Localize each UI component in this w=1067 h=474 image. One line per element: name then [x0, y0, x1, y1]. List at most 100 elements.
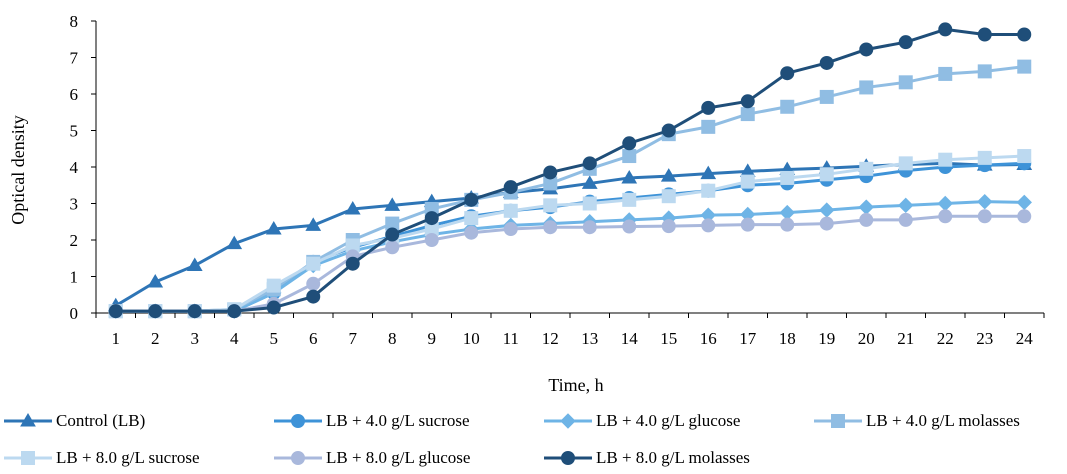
data-point	[977, 27, 992, 42]
data-point	[464, 192, 479, 207]
data-point	[148, 304, 163, 319]
y-tick-label: 2	[70, 231, 79, 250]
x-tick-labels: 1 2 3 4 5 6 7 8 9 10 11 12 13 14 15 16 17 18 19 20 21 22 23 24	[95, 313, 1045, 348]
x-tick-label: 21	[897, 329, 914, 348]
data-point	[780, 99, 795, 114]
data-point	[779, 204, 795, 221]
data-point	[1017, 27, 1032, 42]
y-axis-title: Optical density	[8, 115, 28, 224]
x-tick-label: 4	[230, 329, 239, 348]
legend-swatch-marker	[291, 414, 305, 428]
x-tick-label: 6	[309, 329, 318, 348]
data-point	[306, 276, 321, 291]
data-point	[819, 216, 834, 231]
data-point	[938, 66, 953, 81]
legend-swatch-marker	[21, 451, 35, 465]
x-tick-label: 8	[388, 329, 397, 348]
data-point	[977, 150, 992, 165]
data-point	[977, 193, 993, 210]
data-point	[859, 42, 874, 57]
data-point	[661, 123, 676, 138]
x-tick-label: 1	[112, 329, 121, 348]
data-point	[938, 209, 953, 224]
legend-label: LB + 8.0 g/L sucrose	[56, 448, 200, 467]
y-tick-label: 7	[70, 49, 79, 68]
x-tick-label: 10	[463, 329, 480, 348]
series-line	[115, 27, 1025, 313]
data-point	[938, 152, 953, 167]
data-point	[543, 220, 558, 235]
x-tick-label: 17	[739, 329, 757, 348]
data-point	[464, 211, 479, 226]
legend-item: Control (LB)	[4, 411, 145, 430]
x-tick-label: 2	[151, 329, 160, 348]
data-point	[503, 180, 518, 195]
data-point	[226, 235, 243, 250]
data-point	[306, 289, 321, 304]
x-tick-label: 24	[1016, 329, 1034, 348]
data-point	[701, 119, 716, 134]
legend-item: LB + 4.0 g/L molasses	[814, 411, 1020, 430]
legend-label: LB + 8.0 g/L molasses	[596, 448, 750, 467]
data-point	[186, 257, 203, 272]
legend-swatch-marker	[831, 414, 845, 428]
data-point	[385, 227, 400, 242]
data-point	[859, 161, 874, 176]
data-point	[305, 217, 322, 231]
legend-swatch-marker	[560, 413, 576, 429]
x-tick-label: 18	[779, 329, 796, 348]
data-point	[819, 167, 834, 182]
x-tick-label: 22	[937, 329, 954, 348]
data-point	[622, 149, 637, 164]
data-point	[898, 75, 913, 90]
data-point	[108, 304, 123, 319]
data-point	[701, 183, 716, 198]
data-point	[898, 197, 914, 214]
series-line	[115, 65, 1025, 313]
y-tick-label: 0	[70, 304, 79, 323]
data-point	[780, 66, 795, 81]
legend-item: LB + 8.0 g/L molasses	[544, 448, 750, 467]
data-point	[582, 196, 597, 211]
y-tick-label: 8	[70, 12, 79, 31]
data-point	[780, 170, 795, 185]
data-point	[661, 189, 676, 204]
data-point	[740, 217, 755, 232]
legend-label: LB + 4.0 g/L sucrose	[326, 411, 470, 430]
legend-item: LB + 4.0 g/L glucose	[544, 411, 740, 430]
y-tick-label: 1	[70, 268, 79, 287]
legend-label: Control (LB)	[56, 411, 145, 430]
data-point	[503, 203, 518, 218]
x-tick-label: 7	[349, 329, 358, 348]
data-point	[780, 217, 795, 232]
x-tick-label: 15	[660, 329, 677, 348]
series-line	[114, 161, 1025, 307]
y-tick-label: 6	[70, 85, 79, 104]
data-point	[938, 22, 953, 37]
data-point	[819, 202, 835, 218]
data-point	[1017, 59, 1032, 74]
data-point	[306, 256, 321, 271]
data-point	[701, 100, 716, 115]
data-point	[740, 174, 755, 189]
data-point	[898, 35, 913, 50]
data-point	[503, 222, 518, 237]
y-tick-label: 5	[70, 122, 79, 141]
x-tick-label: 5	[270, 329, 279, 348]
data-point	[424, 211, 439, 226]
data-point	[543, 198, 558, 213]
data-point	[187, 304, 202, 319]
data-point	[858, 199, 874, 215]
data-point	[700, 165, 717, 180]
data-point	[977, 209, 992, 224]
series-4	[108, 59, 1032, 319]
data-point	[1017, 149, 1032, 164]
series-layer	[107, 22, 1033, 319]
data-point	[1016, 194, 1032, 211]
chart-legend: Control (LB) LB + 4.0 g/L sucrose LB + 4.0…	[4, 411, 1020, 467]
series-line	[115, 200, 1025, 313]
legend-item: LB + 8.0 g/L sucrose	[4, 448, 200, 467]
series-line	[115, 154, 1025, 313]
x-tick-label: 14	[621, 329, 639, 348]
